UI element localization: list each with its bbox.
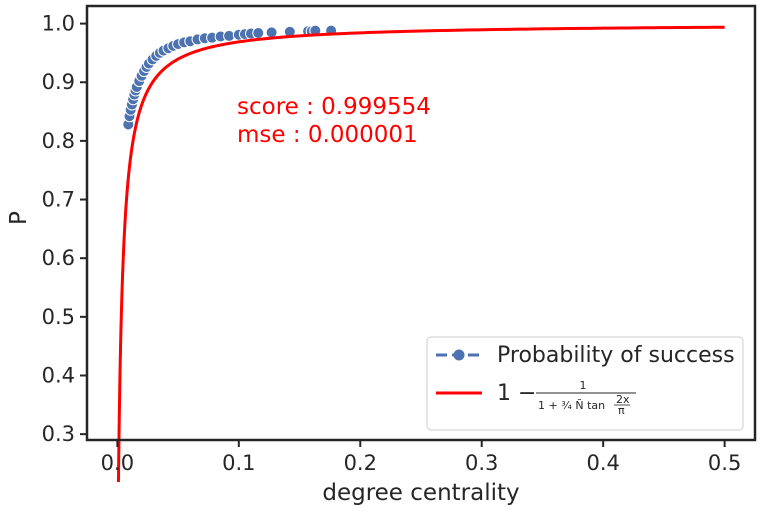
x-tick-label: 0.2 [344,451,377,475]
legend-label-probability: Probability of success [497,343,735,368]
y-axis-label: P [6,211,32,225]
legend: Probability of success 1 − 1 1 + ¾ Ñ tan… [427,337,743,430]
y-tick-label: 0.5 [42,305,75,329]
legend-label-formula: 1 − [497,381,536,406]
data-point [253,27,264,38]
x-tick-label: 0.1 [222,451,255,475]
y-tick-label: 0.8 [42,129,75,153]
y-tick-label: 0.3 [42,422,75,446]
y-tick-label: 0.7 [42,188,75,212]
legend-marker-dot [454,350,465,361]
x-axis-label: degree centrality [322,480,519,506]
x-tick-label: 0.3 [465,451,498,475]
x-tick-label: 0.5 [708,451,741,475]
svg-text:1: 1 [580,379,587,392]
score-annotation: score : 0.999554 [237,94,431,120]
y-tick-label: 0.6 [42,246,75,270]
y-tick-label: 0.4 [42,363,75,387]
svg-text:1 + ¾ Ñ tan: 1 + ¾ Ñ tan [538,399,605,412]
svg-text:π: π [618,404,625,417]
mse-annotation: mse : 0.000001 [237,122,418,148]
y-tick-label: 1.0 [42,12,75,36]
x-tick-label: 0.4 [586,451,619,475]
x-tick-label: 0.0 [101,451,134,475]
y-tick-label: 0.9 [42,70,75,94]
